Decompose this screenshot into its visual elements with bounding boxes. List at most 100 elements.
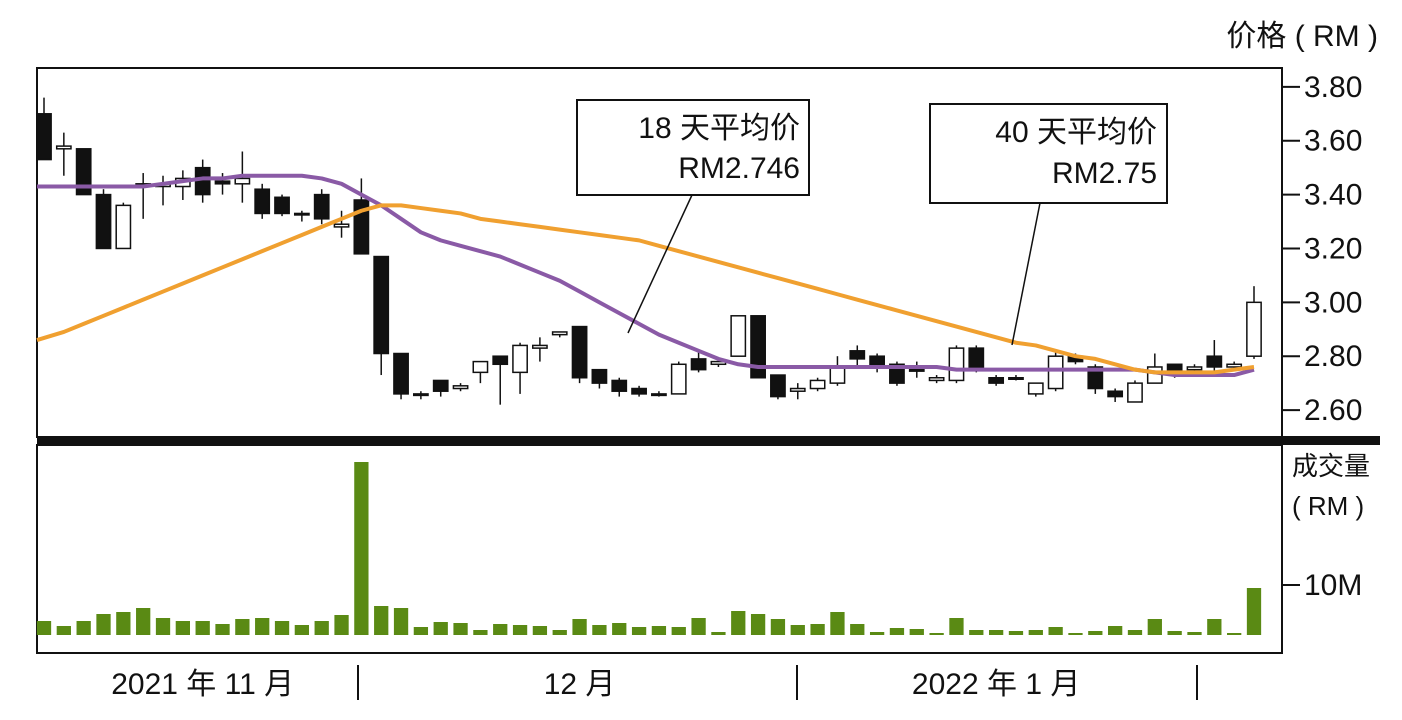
volume-bar [552, 630, 567, 635]
volume-bar [1088, 631, 1103, 635]
volume-bar [1246, 588, 1262, 635]
volume-bar [493, 624, 508, 635]
candle-body [115, 204, 132, 250]
volume-bar [711, 632, 726, 635]
candle-body [750, 315, 766, 379]
price-axis-title: 价格 ( RM ) [1226, 20, 1378, 53]
volume-axis-unit: ( RM ) [1292, 491, 1364, 521]
candle-body [611, 379, 628, 392]
candle-body [591, 368, 608, 384]
candle-body [770, 374, 786, 398]
volume-bar [790, 625, 805, 635]
volume-bar [374, 606, 389, 635]
annotation-box [929, 103, 1168, 204]
candle-body [472, 360, 489, 374]
volume-bar [612, 623, 627, 635]
volume-bar [810, 624, 825, 635]
volume-bar [96, 614, 111, 635]
volume-bar [572, 619, 587, 635]
candle-body [829, 366, 846, 384]
candle-body [1047, 355, 1064, 390]
annotation-box [576, 99, 810, 196]
candle-body [988, 376, 1005, 384]
y-tick-label: 3.20 [1304, 232, 1362, 265]
volume-bar [889, 628, 905, 635]
candle-body [869, 355, 886, 366]
candle-body [670, 363, 687, 395]
annotation-label: 18 天平均价 [638, 112, 800, 145]
volume-bar [433, 622, 448, 635]
candle-body [452, 385, 469, 390]
candle-body [36, 113, 52, 161]
candle-body [1246, 301, 1262, 357]
y-tick-label: 10M [1304, 569, 1362, 602]
volume-bar [255, 618, 270, 635]
candle-body [849, 350, 866, 360]
candle-body [690, 358, 707, 371]
candle-body [551, 331, 568, 336]
volume-bar [929, 633, 944, 635]
candle-body [908, 368, 925, 372]
candle-body [313, 193, 330, 220]
candle-body [492, 355, 509, 366]
volume-bar [175, 621, 190, 635]
candle-body [1206, 355, 1223, 368]
volume-bar [274, 621, 290, 635]
moving-average-line [37, 173, 1255, 378]
volume-bar [1127, 630, 1143, 635]
candle-body [1226, 363, 1243, 368]
candle-body [333, 223, 350, 228]
candle-body [968, 347, 985, 371]
volume-bar [512, 625, 528, 635]
candle-body [631, 387, 647, 395]
candle-body [432, 379, 449, 392]
x-tick-label: 2022 年 1 月 [912, 668, 1080, 701]
candle-body [651, 393, 667, 397]
candle-body [789, 387, 806, 392]
volume-bar [949, 618, 964, 635]
volume-bar [393, 608, 409, 635]
volume-bar [235, 619, 250, 635]
candle-body [928, 376, 945, 382]
volume-bar [988, 630, 1004, 635]
volume-bar [750, 614, 766, 635]
volume-bar [731, 611, 746, 635]
candle-body [293, 212, 310, 216]
volume-bar [671, 627, 686, 635]
candle-body [412, 393, 429, 397]
candle-body [234, 177, 251, 185]
volume-bar [1008, 631, 1024, 635]
candle-body [512, 344, 528, 374]
volume-bar [1108, 626, 1123, 635]
annotation-label: 40 天平均价 [995, 116, 1157, 149]
volume-bar [195, 621, 210, 635]
candle-body [1087, 366, 1104, 390]
candle-body [889, 363, 905, 384]
annotation-value: RM2.746 [678, 152, 800, 185]
volume-bar [631, 627, 647, 635]
volume-bar [76, 621, 91, 635]
candle-body [1186, 366, 1203, 371]
candle-body [393, 352, 409, 395]
candle-body [55, 145, 72, 150]
volume-bar [691, 618, 706, 635]
y-tick-label: 2.80 [1304, 340, 1362, 373]
candle-body [1008, 376, 1024, 380]
volume-bar [36, 621, 52, 635]
candle-body [254, 188, 271, 215]
volume-bar [532, 626, 548, 635]
y-tick-label: 3.60 [1304, 125, 1362, 158]
candle-body [809, 379, 826, 390]
volume-bar [770, 619, 786, 635]
volume-bar [56, 626, 71, 635]
volume-bar [592, 625, 607, 635]
volume-bar [1167, 631, 1182, 635]
leader-line [1011, 202, 1041, 346]
volume-bar [1207, 619, 1222, 635]
volume-bar [869, 632, 885, 635]
volume-bar [473, 630, 488, 635]
volume-bar [354, 462, 369, 635]
volume-bar [1048, 627, 1063, 635]
volume-bar [1028, 630, 1043, 635]
